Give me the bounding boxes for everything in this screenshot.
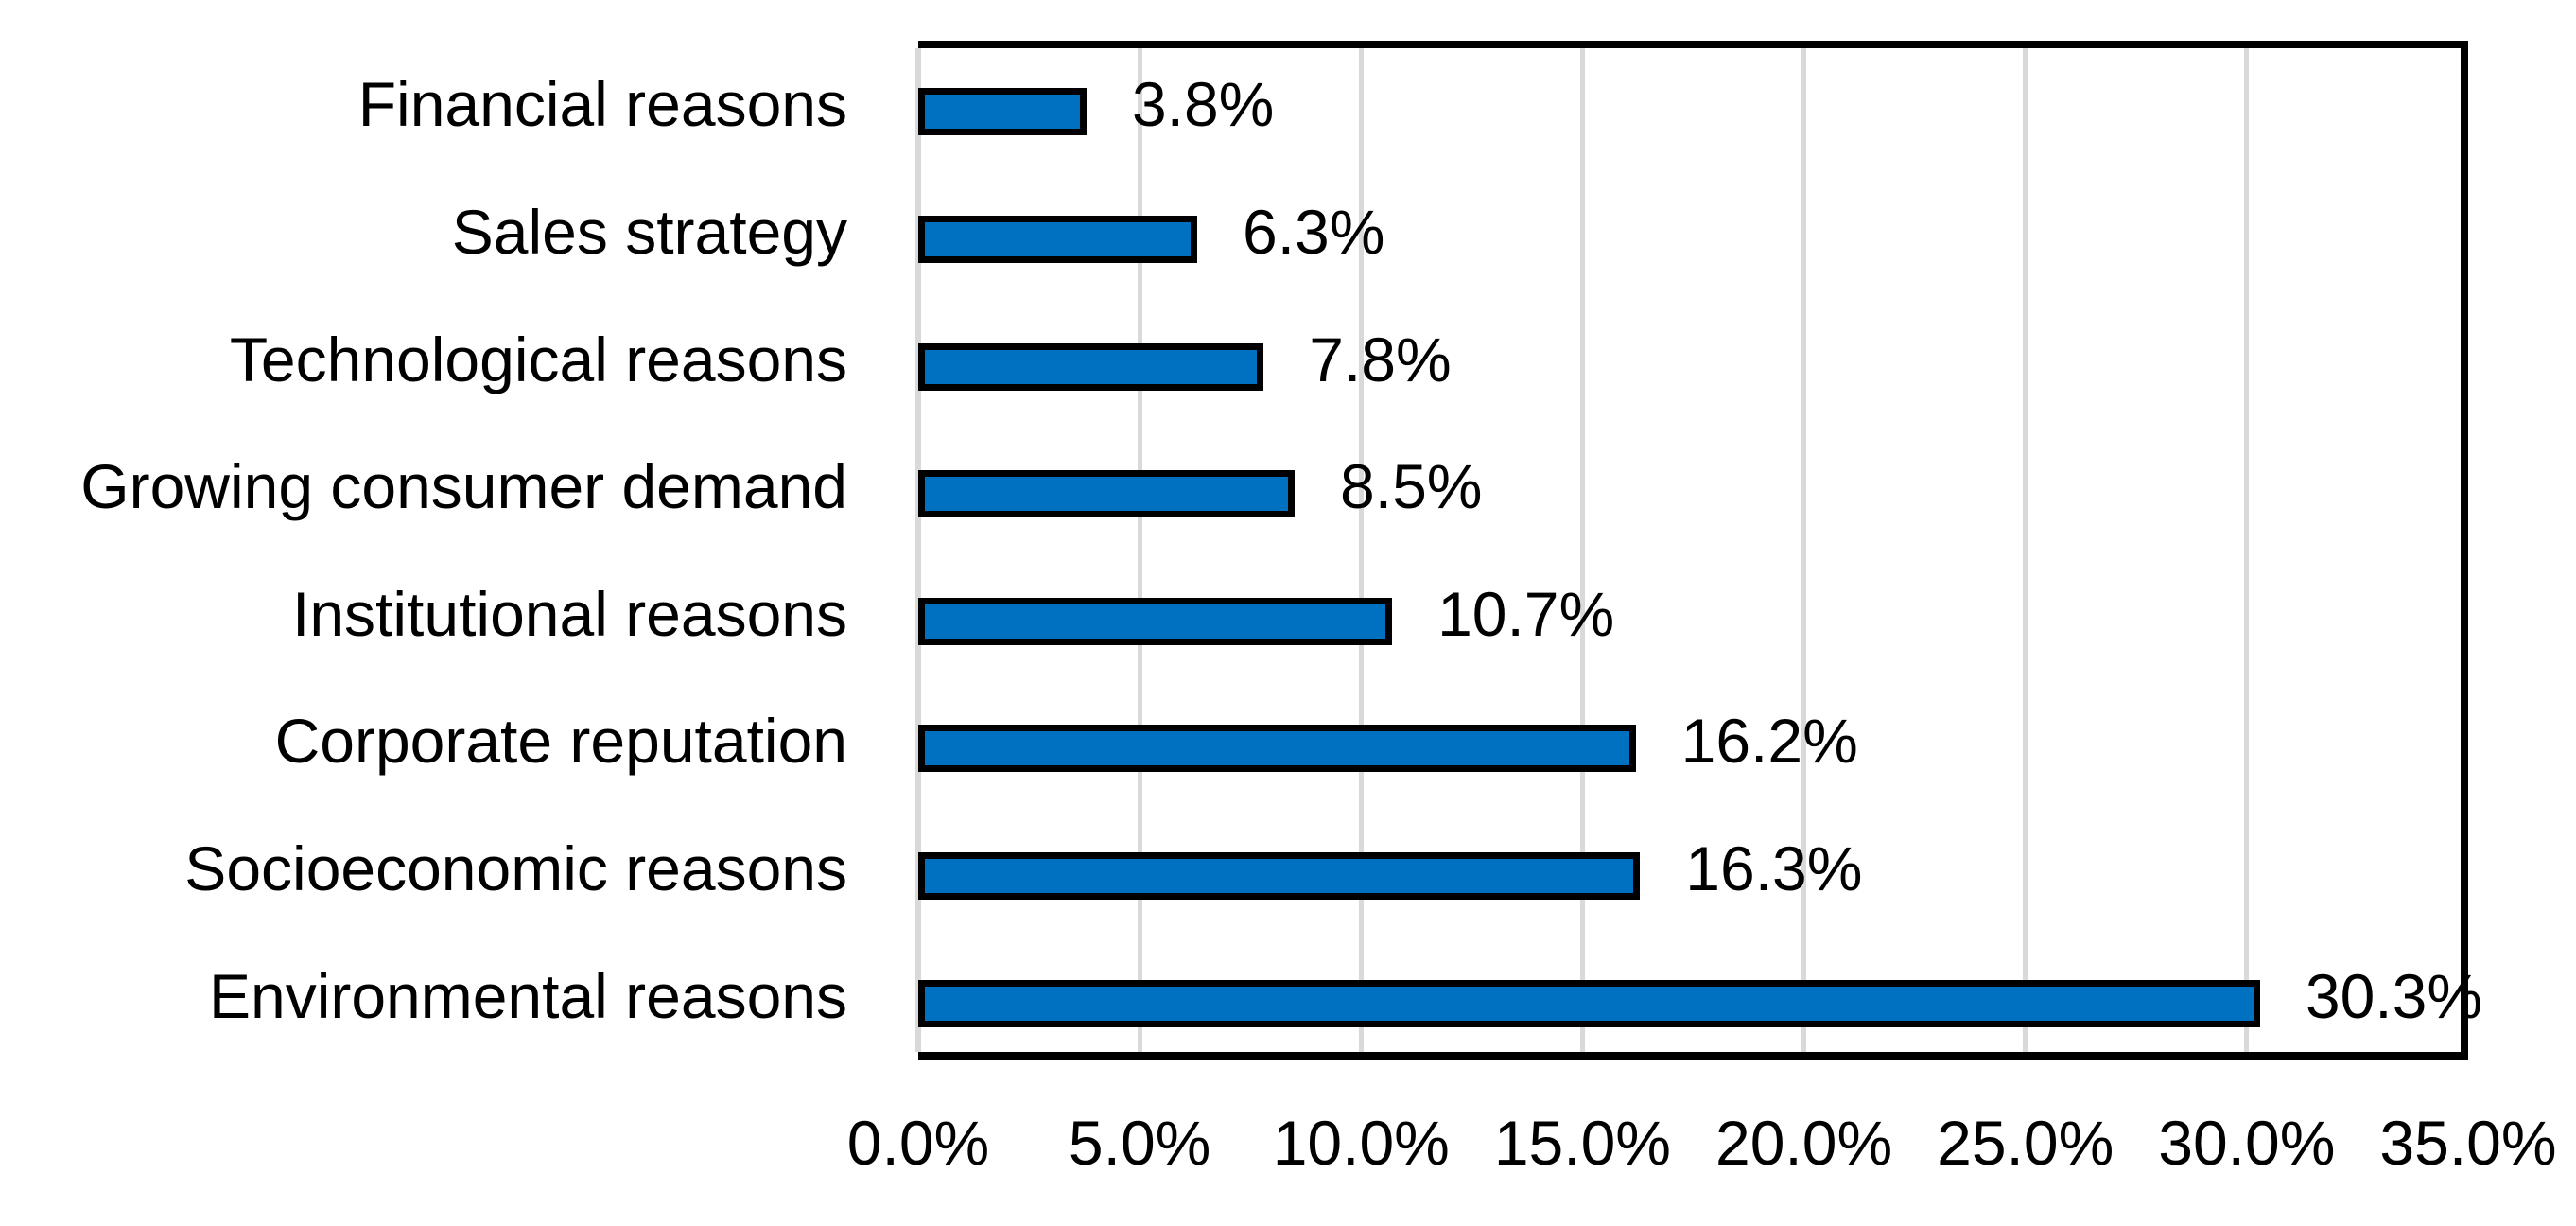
gridline [1579,48,1585,1052]
x-axis-tick-label: 30.0% [2158,1108,2336,1178]
bar [918,470,1296,518]
bar-value-label: 3.8% [1131,69,1275,140]
x-axis-tick-label: 5.0% [1068,1108,1211,1178]
bar-value-label: 16.2% [1680,706,1858,777]
bar-value-label: 8.5% [1340,451,1483,522]
category-label: Corporate reputation [274,706,847,777]
y-axis-line [915,48,921,1052]
category-label: Environmental reasons [208,960,847,1031]
bar-value-label: 7.8% [1309,324,1452,394]
x-axis-tick-label: 35.0% [2379,1108,2557,1178]
bar [918,852,1641,901]
bar [918,979,2260,1027]
gridline [2023,48,2028,1052]
gridline [1801,48,1807,1052]
category-label: Growing consumer demand [80,451,847,522]
bar-value-label: 10.7% [1437,578,1615,649]
bar-value-label: 30.3% [2305,960,2483,1031]
x-axis-tick-label: 20.0% [1714,1108,1893,1178]
category-label: Socioeconomic reasons [184,833,847,904]
category-label: Institutional reasons [291,578,847,649]
bar [918,725,1636,773]
bar-value-label: 16.3% [1685,833,1863,904]
x-axis-tick-label: 10.0% [1272,1108,1450,1178]
category-label: Technological reasons [229,324,847,394]
gridline [1137,48,1142,1052]
gridline [2244,48,2250,1052]
plot-area [915,41,2468,1060]
bar-value-label: 6.3% [1243,196,1385,267]
x-axis-tick-label: 25.0% [1937,1108,2115,1178]
category-label: Financial reasons [357,69,847,140]
bar [918,88,1087,136]
bar [918,597,1393,645]
bar [918,342,1264,391]
category-label: Sales strategy [451,196,847,267]
x-axis-tick-label: 0.0% [846,1108,990,1178]
gridline [1358,48,1364,1052]
bar [918,215,1198,263]
x-axis-tick-label: 15.0% [1493,1108,1671,1178]
